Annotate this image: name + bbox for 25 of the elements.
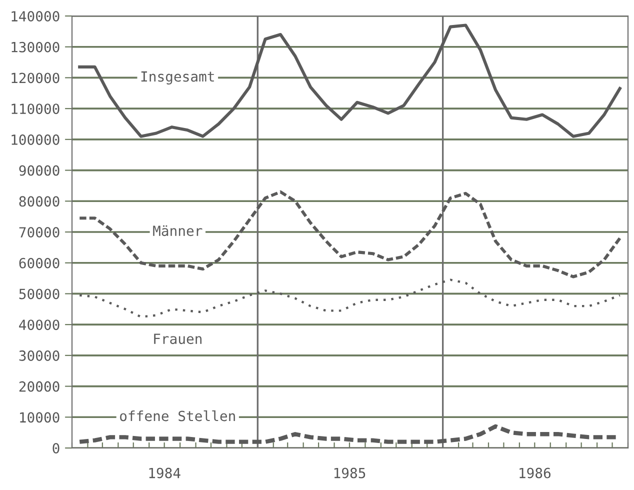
y-tick-label: 60000 xyxy=(19,258,60,268)
y-tick-label: 30000 xyxy=(19,350,60,361)
line-series xyxy=(78,190,622,278)
series-label: Frauen xyxy=(154,334,202,344)
line-series xyxy=(78,278,621,318)
y-tick-label: 70000 xyxy=(19,227,60,238)
series-label: Männer xyxy=(153,225,202,236)
y-tick-label: 140000 xyxy=(12,11,60,22)
y-tick-label: 120000 xyxy=(12,72,60,84)
y-tick-label: 10000 xyxy=(20,412,60,423)
y-tick-label: 110000 xyxy=(12,104,60,114)
y-tick-label: 0 xyxy=(52,443,60,454)
y-tick-label: 50000 xyxy=(19,288,60,300)
y-tick-label: 40000 xyxy=(19,320,60,330)
y-tick-label: 80000 xyxy=(19,196,60,207)
text: Insgesamt xyxy=(141,71,214,85)
y-tick-label: 90000 xyxy=(19,165,60,176)
series-label: offene Stellen xyxy=(120,410,235,422)
x-tick-label: 1986 xyxy=(520,468,550,478)
x-tick-label: 1984 xyxy=(149,468,180,478)
y-tick-label: 130000 xyxy=(12,42,60,52)
y-tick-label: 100000 xyxy=(12,134,60,145)
line-series xyxy=(78,24,622,138)
x-tick-label: 1985 xyxy=(334,468,366,478)
y-tick-label: 20000 xyxy=(19,381,60,392)
